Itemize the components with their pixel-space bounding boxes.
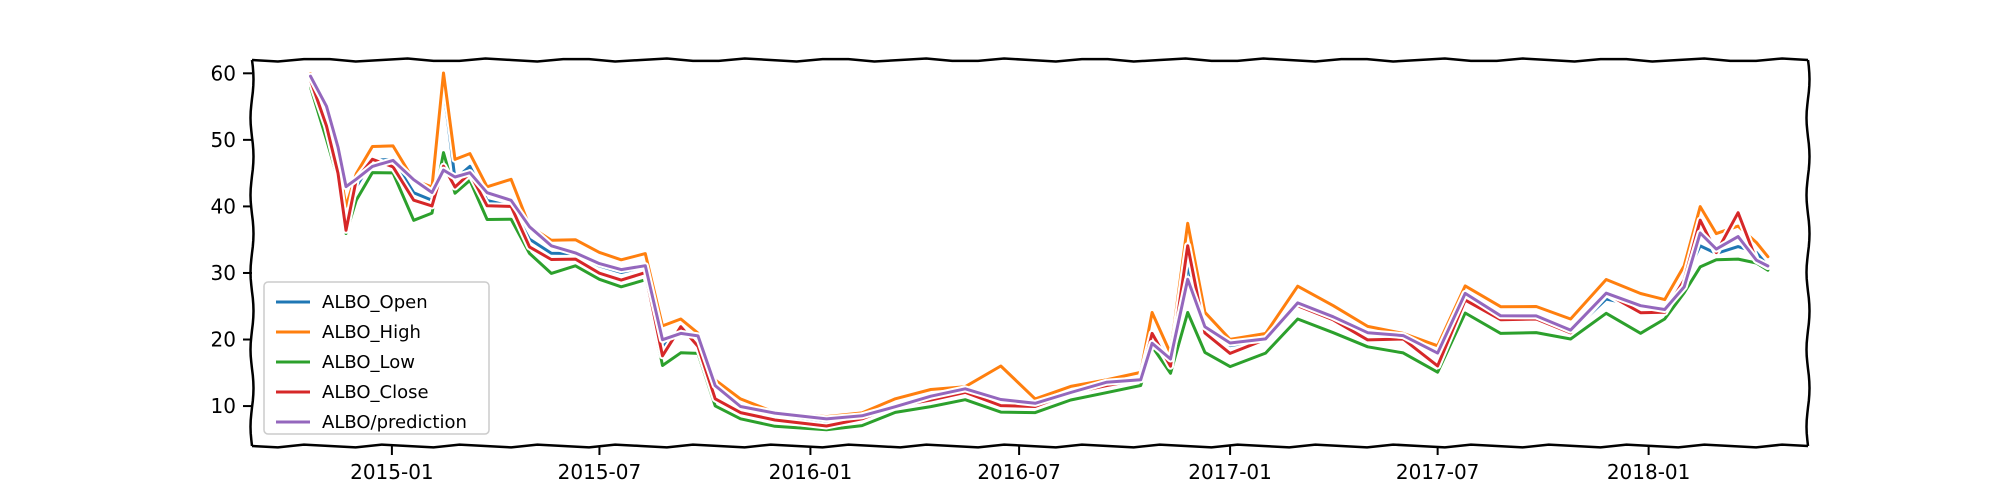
legend-label: ALBO_Open	[322, 292, 428, 313]
x-tick-label: 2015-07	[558, 460, 642, 484]
axes	[249, 57, 1811, 449]
y-tick-label: 50	[211, 128, 236, 152]
series-line	[309, 85, 1770, 432]
legend-item: ALBO/prediction	[276, 412, 467, 433]
x-tick-label: 2017-07	[1396, 460, 1480, 484]
legend: ALBO_Open ALBO_High ALBO_Low ALBO_Close ALBO…	[263, 281, 490, 435]
legend-label: ALBO_Low	[322, 352, 415, 373]
x-tick-label: 2016-07	[977, 460, 1061, 484]
legend-label: ALBO_High	[322, 322, 421, 343]
axis-spine-bottom	[251, 443, 1809, 449]
legend-label: ALBO_Close	[322, 382, 429, 403]
series-halo	[307, 83, 1772, 434]
series-line	[309, 74, 1770, 421]
series-albo-low	[307, 83, 1772, 434]
axis-spine-top	[251, 57, 1809, 63]
x-tick-label: 2015-01	[350, 460, 434, 484]
y-tick-label: 40	[211, 194, 236, 218]
series-line	[309, 71, 1770, 419]
y-tick-label: 10	[211, 394, 236, 418]
y-tick-label: 20	[211, 328, 236, 352]
x-tick-label: 2016-01	[769, 460, 853, 484]
series-albo-high	[307, 69, 1772, 421]
axis-spine-right	[1805, 59, 1811, 447]
y-tick-label: 30	[211, 261, 236, 285]
series-albo-prediction	[307, 72, 1772, 423]
legend-box	[263, 281, 490, 435]
legend-item: ALBO_Close	[276, 382, 429, 403]
axis-ticks: 10 20 30 40 50 60 2015-01 2015-07 2016-01 2016-07…	[211, 61, 1691, 484]
axis-spine-left	[249, 59, 255, 447]
legend-item: ALBO_High	[276, 322, 421, 343]
series-lines	[307, 69, 1772, 434]
x-tick-label: 2017-01	[1188, 460, 1272, 484]
y-tick-label: 60	[211, 61, 236, 85]
legend-label: ALBO/prediction	[322, 412, 467, 433]
legend-item: ALBO_Low	[276, 352, 415, 373]
legend-item: ALBO_Open	[276, 292, 428, 313]
x-tick-label: 2018-01	[1607, 460, 1691, 484]
